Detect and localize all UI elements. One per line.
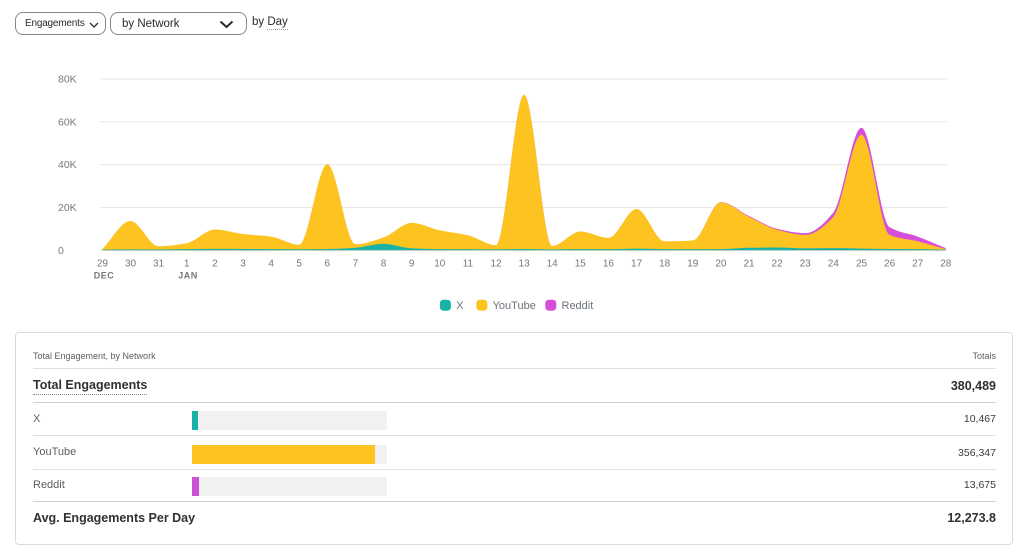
svg-text:10: 10	[434, 259, 446, 270]
svg-text:7: 7	[353, 259, 359, 270]
svg-text:11: 11	[463, 259, 474, 270]
svg-text:26: 26	[884, 259, 896, 270]
svg-text:20K: 20K	[58, 202, 77, 214]
svg-text:12: 12	[490, 259, 502, 270]
svg-text:16: 16	[603, 259, 615, 270]
svg-text:31: 31	[153, 259, 165, 270]
svg-text:25: 25	[856, 259, 868, 270]
svg-text:18: 18	[659, 259, 671, 270]
svg-text:5: 5	[296, 259, 302, 270]
svg-text:17: 17	[631, 259, 643, 270]
svg-text:4: 4	[268, 259, 274, 270]
svg-text:29: 29	[97, 259, 109, 270]
svg-text:6: 6	[325, 259, 331, 270]
svg-text:YouTube: YouTube	[493, 300, 536, 312]
svg-text:27: 27	[912, 259, 924, 270]
svg-text:X: X	[456, 300, 464, 312]
svg-text:80K: 80K	[58, 74, 77, 86]
svg-text:28: 28	[940, 259, 952, 270]
svg-text:JAN: JAN	[178, 271, 198, 281]
svg-text:21: 21	[743, 259, 755, 270]
svg-text:20: 20	[715, 259, 727, 270]
svg-text:DEC: DEC	[94, 271, 115, 281]
svg-text:22: 22	[772, 259, 784, 270]
svg-text:9: 9	[409, 259, 415, 270]
svg-text:30: 30	[125, 259, 137, 270]
svg-text:1: 1	[184, 259, 190, 270]
svg-text:23: 23	[800, 259, 812, 270]
svg-text:60K: 60K	[58, 116, 77, 128]
svg-text:8: 8	[381, 259, 387, 270]
svg-text:40K: 40K	[58, 159, 77, 171]
svg-text:Reddit: Reddit	[562, 300, 594, 312]
svg-text:14: 14	[547, 259, 559, 270]
svg-text:3: 3	[240, 259, 246, 270]
svg-text:13: 13	[519, 259, 531, 270]
svg-text:15: 15	[575, 259, 587, 270]
svg-text:24: 24	[828, 259, 840, 270]
svg-text:0: 0	[58, 245, 64, 257]
svg-text:2: 2	[212, 259, 218, 270]
svg-text:19: 19	[687, 259, 699, 270]
